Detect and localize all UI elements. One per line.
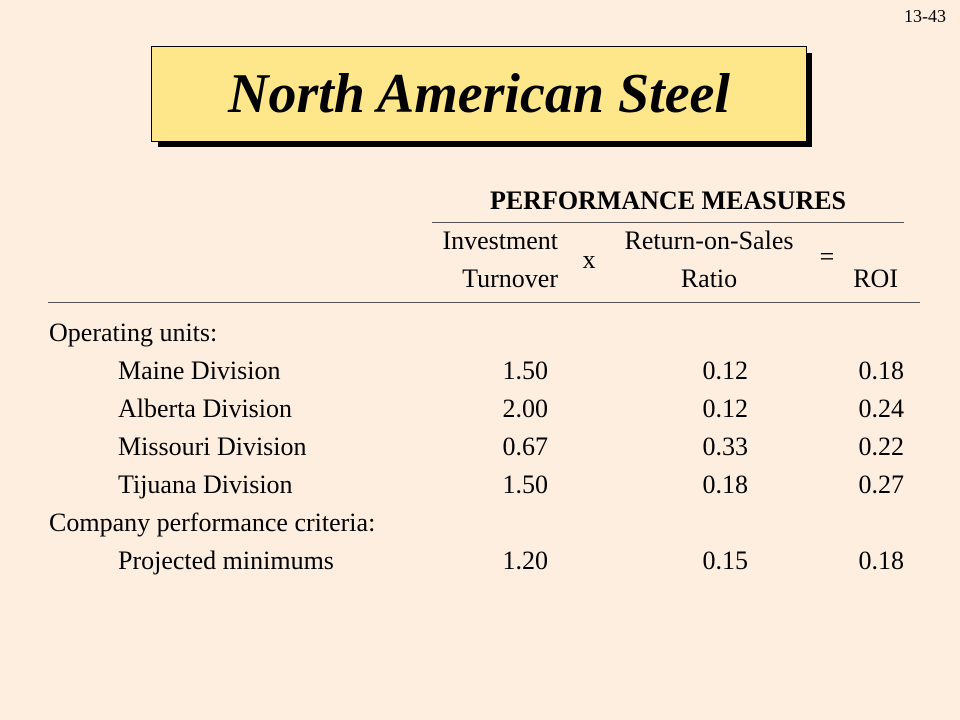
roi-value: 0.18	[858, 356, 905, 385]
turnover-value: 1.50	[502, 356, 549, 385]
roi-value: 0.18	[858, 546, 905, 575]
header-top-rule	[432, 222, 904, 223]
title-box: North American Steel	[151, 46, 807, 142]
row-name: Tijuana Division	[118, 470, 293, 499]
page-title: North American Steel	[228, 63, 730, 125]
header-bottom-rule	[48, 302, 920, 303]
row-name: Alberta Division	[118, 394, 293, 423]
column-header-roi: ROI	[853, 264, 898, 293]
roi-value: 0.27	[858, 470, 905, 499]
ros-value: 0.12	[702, 356, 749, 385]
ros-value: 0.18	[702, 470, 749, 499]
equals-operator: =	[819, 242, 835, 271]
roi-value: 0.24	[858, 394, 905, 423]
performance-measures-heading: PERFORMANCE MEASURES	[489, 186, 847, 215]
section-label-operating-units: Operating units:	[49, 318, 218, 347]
turnover-value: 2.00	[502, 394, 549, 423]
turnover-value: 1.20	[502, 546, 549, 575]
column-header-ros-line1: Return-on-Sales	[624, 226, 794, 255]
column-header-ros-line2: Ratio	[680, 264, 738, 293]
column-header-turnover-line1: Investment	[442, 226, 558, 255]
multiply-operator: x	[582, 245, 596, 274]
row-name: Projected minimums	[118, 546, 334, 575]
turnover-value: 1.50	[502, 470, 549, 499]
ros-value: 0.12	[702, 394, 749, 423]
ros-value: 0.15	[702, 546, 749, 575]
turnover-value: 0.67	[502, 432, 549, 461]
row-name: Maine Division	[118, 356, 281, 385]
ros-value: 0.33	[702, 432, 749, 461]
section-label-company-criteria: Company performance criteria:	[49, 508, 376, 537]
roi-value: 0.22	[858, 432, 905, 461]
row-name: Missouri Division	[118, 432, 307, 461]
column-header-turnover-line2: Turnover	[462, 264, 558, 293]
slide-number: 13-43	[904, 6, 946, 26]
